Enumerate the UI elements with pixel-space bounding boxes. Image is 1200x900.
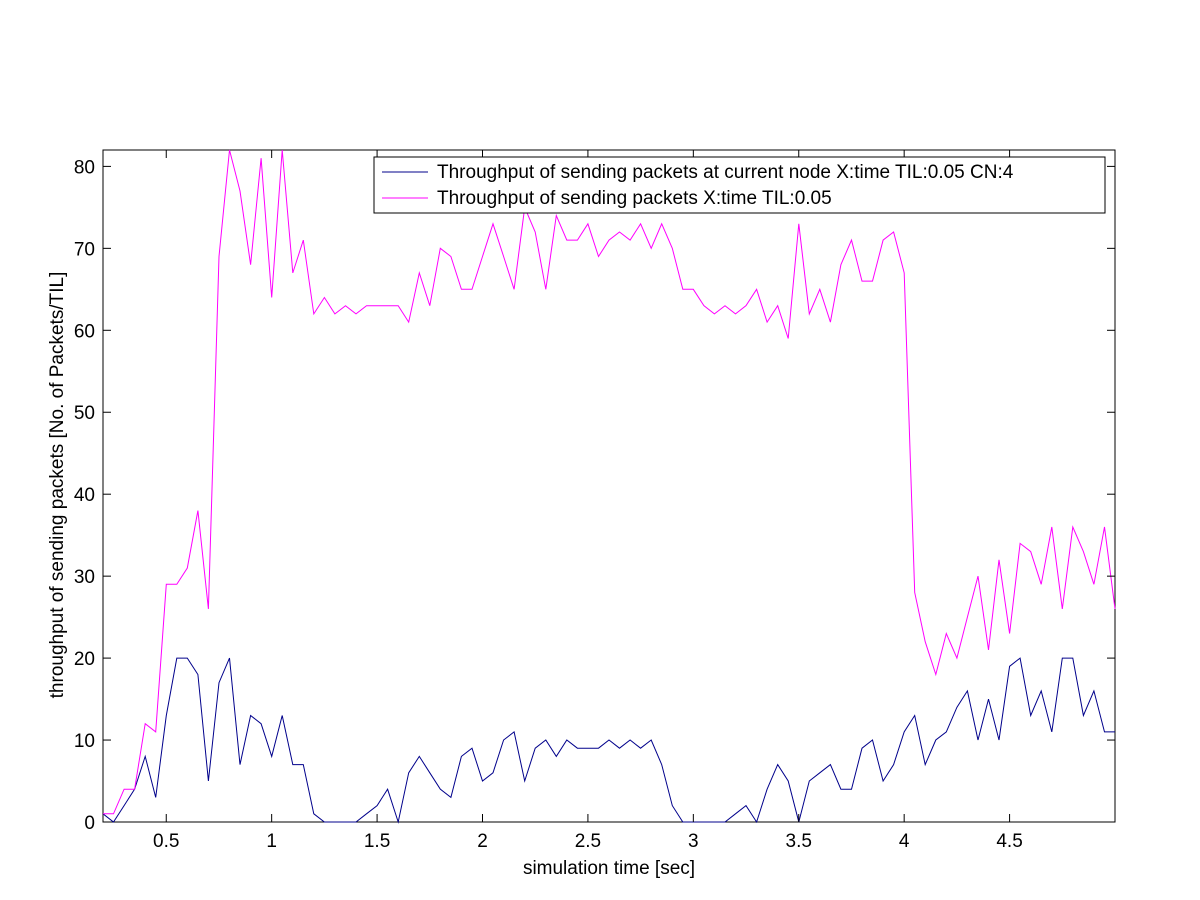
x-axis-label: simulation time [sec]	[523, 858, 695, 879]
y-tick-label: 30	[74, 567, 95, 588]
x-tick-label: 1.5	[364, 831, 390, 852]
y-tick-label: 60	[74, 321, 95, 342]
x-tick-label: 4.5	[996, 831, 1022, 852]
y-axis-ticks: 0 10 20 30 40 50 60 70 80	[74, 157, 1115, 834]
y-tick-label: 0	[84, 813, 95, 834]
legend-box	[373, 156, 1106, 214]
series-group	[102, 149, 1116, 824]
y-tick-label: 80	[74, 157, 95, 178]
series-line-1	[103, 149, 1116, 815]
y-tick-label: 40	[74, 485, 95, 506]
y-tick-label: 10	[74, 731, 95, 752]
series-line-0	[102, 657, 1115, 824]
x-tick-label: 3.5	[786, 831, 812, 852]
x-tick-label: 3	[688, 831, 699, 852]
y-tick-label: 20	[74, 649, 95, 670]
x-tick-label: 2.5	[575, 831, 601, 852]
legend-label-current-node: Throughput of sending packets at current…	[437, 162, 1014, 183]
x-tick-label: 0.5	[153, 831, 179, 852]
x-axis-ticks: 0.5 1 1.5 2 2.5 3 3.5 4 4.5	[153, 150, 1023, 852]
plot-area	[102, 149, 1116, 823]
legend: Throughput of sending packets at current…	[373, 156, 1106, 214]
axes-box	[102, 149, 1116, 823]
y-axis-label: throughput of sending packets [No. of Pa…	[47, 272, 68, 699]
x-tick-label: 2	[477, 831, 488, 852]
y-tick-label: 70	[74, 239, 95, 260]
y-tick-label: 50	[74, 403, 95, 424]
legend-label-total: Throughput of sending packets X:time TIL…	[437, 188, 832, 209]
x-tick-label: 1	[266, 831, 277, 852]
x-tick-label: 4	[899, 831, 910, 852]
